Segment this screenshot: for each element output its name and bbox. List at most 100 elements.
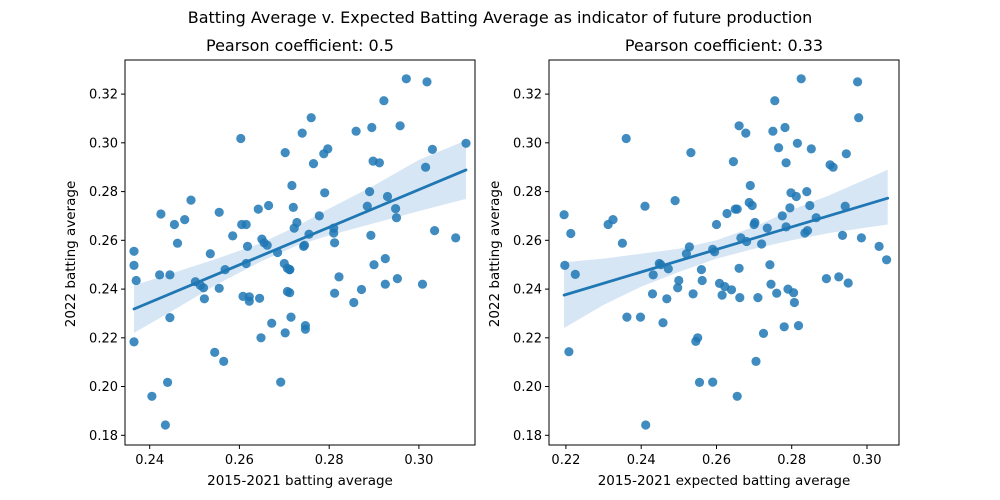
left-data-point — [129, 246, 139, 256]
right-data-point — [796, 74, 806, 84]
right-data-point — [670, 196, 680, 206]
right-data-point — [566, 228, 576, 239]
right-y-tick-label: 0.24 — [513, 283, 542, 298]
right-data-point — [734, 263, 744, 273]
left-y-tick-label: 0.22 — [89, 331, 118, 346]
right-data-point — [789, 288, 799, 298]
left-data-point — [276, 377, 286, 387]
left-data-point — [180, 215, 190, 225]
right-x-tick-label: 0.22 — [551, 453, 580, 468]
left-data-point — [262, 240, 272, 250]
right-data-point — [766, 279, 776, 289]
right-data-point — [772, 288, 782, 298]
left-data-point — [367, 122, 377, 133]
left-data-point — [374, 158, 384, 168]
left-data-point — [285, 288, 295, 298]
left-data-point — [300, 321, 310, 331]
left-data-point — [365, 187, 375, 197]
right-data-point — [694, 377, 705, 387]
left-data-point — [228, 231, 238, 241]
right-data-point — [785, 203, 795, 213]
left-data-point — [219, 356, 229, 366]
left-y-tick-label: 0.30 — [89, 136, 118, 151]
left-data-point — [391, 204, 401, 214]
right-data-point — [840, 201, 850, 211]
right-data-point — [673, 283, 683, 293]
left-data-point — [314, 211, 324, 221]
left-data-point — [297, 128, 307, 138]
left-data-point — [198, 283, 209, 293]
left-y-tick-label: 0.20 — [89, 380, 118, 395]
right-data-point — [726, 285, 737, 295]
left-y-tick-label: 0.28 — [89, 185, 118, 200]
left-data-point — [256, 333, 266, 343]
left-y-tick-label: 0.18 — [89, 429, 118, 444]
right-y-tick-label: 0.30 — [513, 136, 542, 151]
right-data-point — [751, 356, 761, 366]
right-data-point — [774, 143, 784, 153]
right-data-point — [792, 138, 803, 148]
right-data-point — [793, 321, 804, 331]
right-data-point — [674, 275, 684, 286]
right-y-tick-label: 0.32 — [513, 88, 542, 103]
right-data-point — [874, 241, 884, 251]
right-data-point — [708, 377, 718, 387]
right-chart-title: Pearson coefficient: 0.33 — [625, 36, 823, 55]
left-data-point — [330, 288, 340, 298]
right-data-point — [684, 242, 695, 252]
left-data-point — [214, 283, 224, 293]
right-data-point — [779, 322, 789, 332]
right-data-point — [647, 289, 658, 299]
left-data-point — [369, 260, 379, 270]
right-data-point — [663, 264, 673, 274]
left-data-point — [430, 226, 440, 236]
left-data-point — [147, 391, 157, 401]
right-x-tick-label: 0.26 — [702, 453, 731, 468]
right-y-tick-label: 0.22 — [513, 331, 542, 346]
left-data-point — [330, 238, 340, 248]
left-data-point — [172, 238, 183, 248]
right-regression-line — [562, 196, 890, 297]
left-data-point — [366, 230, 376, 240]
left-data-point — [401, 74, 411, 84]
figure-suptitle: Batting Average v. Expected Batting Aver… — [188, 8, 813, 27]
left-data-point — [391, 213, 402, 223]
left-data-point — [160, 420, 170, 430]
left-chart-panel: Pearson coefficient: 0.5 2015-2021 batti… — [63, 36, 476, 489]
left-data-point — [379, 96, 389, 106]
right-data-point — [732, 391, 742, 401]
left-data-point — [165, 313, 175, 323]
right-data-point — [828, 162, 838, 172]
left-data-point — [286, 312, 296, 322]
right-data-point — [560, 260, 570, 270]
left-data-point — [288, 202, 298, 212]
right-data-point — [856, 233, 867, 243]
right-data-point — [841, 149, 851, 159]
right-x-tick-label: 0.30 — [853, 453, 882, 468]
left-data-point — [422, 77, 432, 87]
left-data-point — [129, 260, 139, 270]
right-y-tick-label: 0.20 — [513, 380, 542, 395]
right-x-axis-label: 2015-2021 expected batting average — [598, 473, 851, 489]
left-data-point — [131, 275, 141, 286]
right-data-point — [635, 312, 646, 322]
left-data-point — [214, 207, 224, 217]
right-data-point — [758, 328, 769, 338]
left-data-point — [306, 113, 316, 123]
right-data-point — [693, 333, 703, 343]
right-x-tick-label: 0.24 — [627, 453, 656, 468]
right-x-tick-label: 0.28 — [777, 453, 806, 468]
left-data-point — [356, 284, 367, 295]
left-data-point — [186, 195, 196, 205]
right-data-point — [843, 278, 853, 288]
right-data-point — [717, 290, 727, 300]
right-data-point — [732, 204, 742, 214]
left-data-point — [244, 296, 254, 306]
left-x-tick-label: 0.26 — [225, 453, 254, 468]
right-data-point — [728, 157, 739, 167]
left-x-tick-label: 0.24 — [135, 453, 164, 468]
left-data-point — [199, 294, 209, 304]
right-data-point — [696, 265, 707, 275]
right-data-point — [802, 226, 813, 236]
